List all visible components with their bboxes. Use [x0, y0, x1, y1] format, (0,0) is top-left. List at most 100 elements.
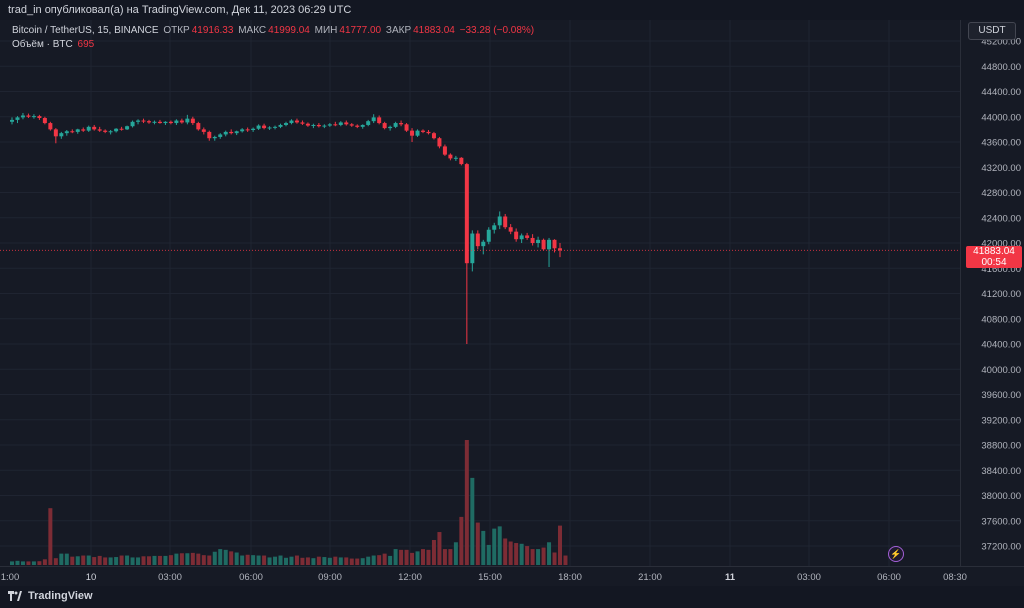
- candle-body: [399, 123, 404, 125]
- volume-bar: [15, 560, 20, 565]
- price-tick-label: 44400.00: [981, 87, 1021, 98]
- time-scale[interactable]: 1:00 10 03:00 06:00 09:00 12:00 15:00 18:00 21:0…: [0, 566, 1024, 587]
- price-tick-label: 39600.00: [981, 390, 1021, 401]
- candle-body: [410, 130, 415, 136]
- price-scale[interactable]: 45200.00 44800.00 44400.00 44000.00 43600.00…: [960, 20, 1024, 566]
- volume-bar: [174, 553, 179, 565]
- candle-body: [437, 138, 442, 147]
- legend-volume-label[interactable]: Объём · BTC: [12, 39, 73, 50]
- volume-bar: [81, 555, 86, 565]
- legend-close-label: ЗАКР: [385, 25, 412, 36]
- brand[interactable]: TradingView: [8, 590, 93, 602]
- last-price-label: 41883.04 00:54: [966, 246, 1022, 268]
- volume-bar: [141, 556, 146, 565]
- volume-bar: [97, 555, 102, 565]
- candle-body: [349, 124, 354, 126]
- candle-body: [245, 129, 250, 131]
- candle-body: [75, 129, 80, 132]
- candle-body: [294, 120, 299, 123]
- volume-bar: [327, 557, 332, 565]
- legend-ohlc-row: Bitcoin / TetherUS, 15, BINANCE ОТКР 4191…: [12, 24, 536, 38]
- volume-bar: [190, 552, 195, 565]
- candle-body: [453, 157, 458, 159]
- legend-high-label: МАКС: [238, 25, 267, 36]
- price-tick-label: 40800.00: [981, 314, 1021, 325]
- candle-body: [157, 121, 162, 124]
- price-tick-label: 39200.00: [981, 415, 1021, 426]
- candle-body: [536, 239, 541, 243]
- volume-bar: [316, 556, 321, 565]
- candle-body: [174, 120, 179, 124]
- candle-body: [81, 129, 86, 131]
- candle-body: [130, 121, 135, 127]
- volume-bar: [284, 557, 288, 565]
- candle-body: [475, 233, 480, 247]
- volume-bar: [311, 558, 316, 565]
- price-tick-label: 38000.00: [981, 491, 1021, 502]
- time-tick-label: 06:00: [239, 572, 263, 583]
- price-tick-label: 40400.00: [981, 340, 1021, 351]
- volume-bar: [470, 477, 475, 565]
- time-tick-label: 11: [725, 572, 736, 583]
- candle-body: [431, 133, 436, 139]
- volume-bar: [415, 551, 420, 565]
- time-tick-label: 03:00: [797, 572, 821, 583]
- price-tick-label: 43200.00: [981, 163, 1021, 174]
- volume-bar: [421, 549, 425, 565]
- volume-bar: [541, 547, 546, 565]
- volume-bar: [360, 558, 365, 565]
- volume-bar: [519, 543, 524, 565]
- candle-body: [486, 229, 491, 242]
- volume-bar: [70, 556, 75, 565]
- legend-low-value: 41777.00: [339, 25, 382, 36]
- bar-countdown: 00:54: [981, 257, 1007, 268]
- time-tick-label: 21:00: [638, 572, 662, 583]
- volume-bar: [114, 557, 119, 565]
- volume-bar: [426, 549, 431, 565]
- lightning-icon[interactable]: ⚡: [888, 546, 904, 562]
- volume-bar: [388, 555, 393, 565]
- candle-body: [190, 118, 195, 124]
- candle-body: [70, 131, 75, 133]
- candle-body: [114, 128, 119, 132]
- candle-body: [234, 131, 239, 134]
- volume-bar: [136, 557, 141, 565]
- last-price-value: 41883.04: [973, 246, 1015, 257]
- chart-legend: Bitcoin / TetherUS, 15, BINANCE ОТКР 4191…: [12, 24, 536, 52]
- chart-pane[interactable]: [0, 20, 960, 566]
- candle-body: [218, 134, 223, 137]
- candle-body: [371, 117, 376, 122]
- volume-bar: [278, 555, 283, 565]
- candle-body: [284, 123, 288, 125]
- volume-bar: [338, 557, 343, 565]
- price-tick-label: 37200.00: [981, 542, 1021, 553]
- time-tick-label: 12:00: [398, 572, 422, 583]
- volume-bar: [273, 556, 278, 565]
- volume-bar: [497, 526, 502, 565]
- candle-body: [481, 241, 486, 247]
- candle-body: [179, 120, 184, 123]
- volume-bar: [119, 555, 124, 565]
- candle-body: [42, 118, 47, 124]
- price-chart[interactable]: [0, 20, 960, 566]
- volume-bar: [267, 557, 272, 565]
- candle-body: [497, 216, 502, 226]
- candle-body: [251, 128, 256, 131]
- legend-symbol[interactable]: Bitcoin / TetherUS, 15, BINANCE: [12, 25, 159, 36]
- time-tick-label: 09:00: [318, 572, 342, 583]
- candle-body: [470, 233, 475, 264]
- volume-bar: [366, 556, 371, 565]
- candle-body: [508, 227, 513, 232]
- volume-bar: [20, 561, 25, 565]
- volume-bar: [86, 555, 91, 565]
- publisher-bar: trad_in опубликовал(а) на TradingView.co…: [0, 0, 1024, 20]
- price-tick-label: 41600.00: [981, 264, 1021, 275]
- candle-body: [338, 122, 343, 125]
- candle-body: [97, 129, 102, 131]
- volume-bar: [108, 557, 113, 565]
- price-tick-label: 42000.00: [981, 239, 1021, 250]
- volume-bar: [322, 557, 327, 565]
- currency-button[interactable]: USDT: [968, 22, 1016, 40]
- candle-body: [421, 130, 425, 132]
- candle-body: [59, 133, 64, 137]
